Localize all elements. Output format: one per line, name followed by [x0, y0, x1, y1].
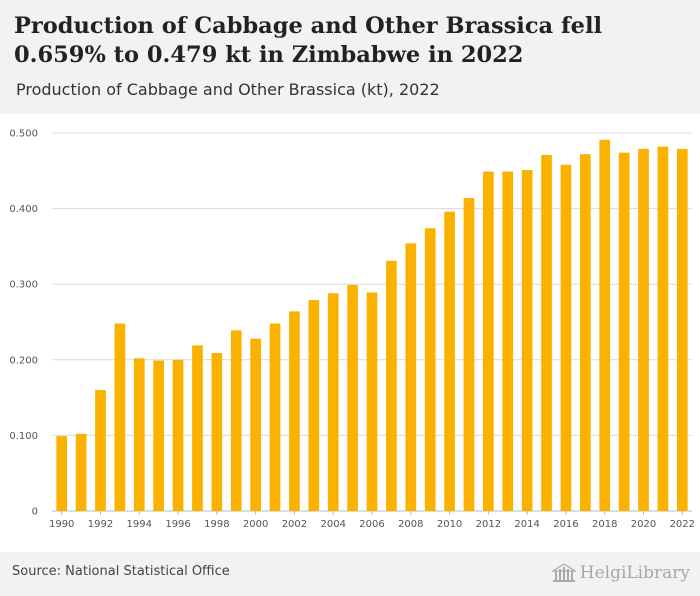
bar-2017[interactable] [580, 154, 591, 511]
x-tick-label: 2000 [243, 519, 268, 530]
bar-2021[interactable] [657, 146, 669, 511]
chart-title: Production of Cabbage and Other Brassica… [14, 13, 603, 68]
x-tick-label: 2008 [398, 519, 423, 530]
bar-1993[interactable] [114, 323, 126, 511]
bar-2014[interactable] [521, 170, 533, 511]
bar-1994[interactable] [133, 358, 145, 511]
bar-2008[interactable] [405, 243, 417, 511]
bar-2002[interactable] [289, 311, 300, 511]
x-tick-label: 1992 [88, 519, 113, 530]
x-tick-label: 2016 [553, 519, 578, 530]
x-tick-label: 2018 [592, 519, 617, 530]
bar-1999[interactable] [230, 330, 242, 511]
y-axis-ticks: 0 0.100 0.200 0.300 0.400 0.500 [9, 129, 38, 518]
x-tick-label: 1994 [127, 519, 152, 530]
bar-2011[interactable] [463, 198, 475, 511]
bar-2016[interactable] [560, 164, 572, 511]
y-tick-label: 0.100 [9, 431, 38, 442]
x-tick-label: 2022 [670, 519, 695, 530]
x-tick-label: 2002 [282, 519, 307, 530]
y-tick-label: 0.300 [9, 280, 38, 291]
x-axis-ticks: 1990 1992 1994 1996 1998 2000 2002 2004 2006 2008… [49, 511, 695, 530]
bar-1997[interactable] [192, 345, 203, 511]
x-tick-label: 1998 [204, 519, 229, 530]
x-tick-label: 1990 [49, 519, 74, 530]
bar-2010[interactable] [444, 211, 455, 511]
bar-2022[interactable] [676, 148, 688, 511]
logo-text: HelgiLibrary [579, 563, 690, 583]
bar-2018[interactable] [599, 139, 611, 511]
bar-2015[interactable] [541, 154, 552, 511]
bar-2007[interactable] [386, 260, 397, 511]
x-tick-label: 2012 [476, 519, 501, 530]
bar-2003[interactable] [308, 300, 320, 511]
source-note: Source: National Statistical Office [12, 564, 230, 579]
helgi-library-logo[interactable]: HelgiLibrary [551, 560, 690, 586]
y-tick-label: 0.400 [9, 204, 38, 215]
x-tick-label: 2020 [631, 519, 656, 530]
bar-2013[interactable] [502, 171, 514, 511]
bar-2001[interactable] [269, 323, 281, 511]
x-tick-label: 2010 [437, 519, 462, 530]
bar-1998[interactable] [211, 352, 223, 511]
bars [56, 139, 688, 512]
footer-banner: Source: National Statistical Office Helg… [0, 552, 700, 596]
bar-2005[interactable] [347, 284, 358, 511]
bar-2004[interactable] [327, 293, 339, 511]
bar-1992[interactable] [95, 390, 106, 511]
x-tick-label: 2014 [514, 519, 539, 530]
bar-1991[interactable] [75, 433, 87, 511]
bar-2006[interactable] [366, 292, 378, 511]
library-building-icon [551, 563, 576, 582]
bar-1996[interactable] [172, 359, 184, 511]
bar-2020[interactable] [638, 148, 649, 511]
bar-2019[interactable] [618, 152, 630, 511]
x-tick-label: 2006 [359, 519, 384, 530]
chart-subtitle: Production of Cabbage and Other Brassica… [16, 80, 440, 99]
y-tick-label: 0.200 [9, 355, 38, 366]
bar-2000[interactable] [250, 338, 261, 511]
header-banner: Production of Cabbage and Other Brassica… [0, 0, 700, 114]
x-tick-label: 2004 [320, 519, 345, 530]
bar-2012[interactable] [483, 171, 494, 511]
bar-2009[interactable] [424, 228, 436, 512]
x-tick-label: 1996 [165, 519, 190, 530]
bar-1995[interactable] [153, 360, 164, 511]
bar-1990[interactable] [56, 436, 68, 511]
y-tick-label: 0 [32, 507, 38, 518]
y-tick-label: 0.500 [9, 129, 38, 140]
